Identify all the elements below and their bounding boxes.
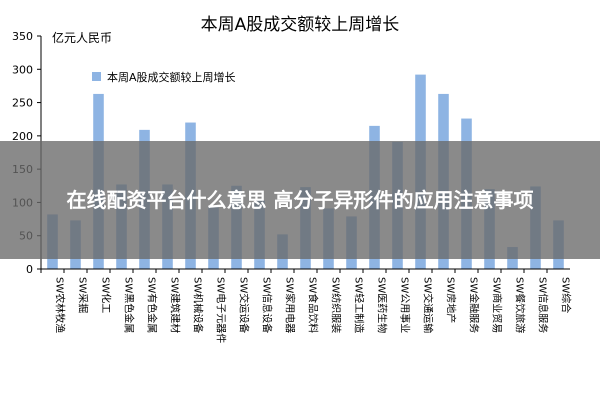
x-tick-label: SW采掘 [77,277,90,313]
legend: 本周A股成交额较上周增长 [92,70,236,84]
x-tick-label: SW化工 [100,277,113,313]
x-tick-label: SW餐饮旅游 [514,277,527,333]
x-tick-label: SW黑色金属 [123,277,136,333]
x-tick-label: SW医药生物 [376,277,389,333]
x-tick-label: SW农林牧渔 [54,277,67,333]
x-tick-label: SW机械设备 [192,277,205,333]
legend-swatch [92,72,101,81]
x-tick-label: SW金融服务 [468,277,481,333]
x-tick-label: SW家用电器 [284,277,297,333]
y-tick-label: 0 [26,263,33,276]
x-tick-label: SW商业贸易 [491,277,504,333]
chart-title: 本周A股成交额较上周增长 [201,15,400,35]
y-tick-label: 200 [12,130,33,143]
legend-label: 本周A股成交额较上周增长 [107,70,236,84]
y-tick-label: 350 [12,30,33,43]
x-tick-label: SW综合 [560,277,573,313]
x-tick-label: SW食品饮料 [307,277,320,333]
x-tick-label: SW纺织服装 [330,277,343,333]
overlay-banner: 在线配资平台什么意思 高分子异形件的应用注意事项 [0,141,600,259]
x-tick-label: SW交通运输 [422,277,435,333]
x-tick-label: SW信息设备 [261,277,274,333]
x-tick-label: SW建筑建材 [169,277,182,333]
x-tick-label: SW信息服务 [537,277,550,333]
x-tick-label: SW公用事业 [399,277,412,333]
x-tick-label: SW交运设备 [238,277,251,333]
y-axis-label: 亿元人民币 [52,30,112,45]
x-tick-label: SW轻工制造 [353,277,366,333]
x-tick-label: SW房地产 [445,277,458,323]
y-tick-label: 250 [12,97,33,110]
x-tick-label: SW有色金属 [146,277,159,333]
overlay-text: 在线配资平台什么意思 高分子异形件的应用注意事项 [66,188,534,212]
y-tick-label: 300 [12,63,33,76]
x-tick-label: SW电子元器件 [215,277,228,343]
